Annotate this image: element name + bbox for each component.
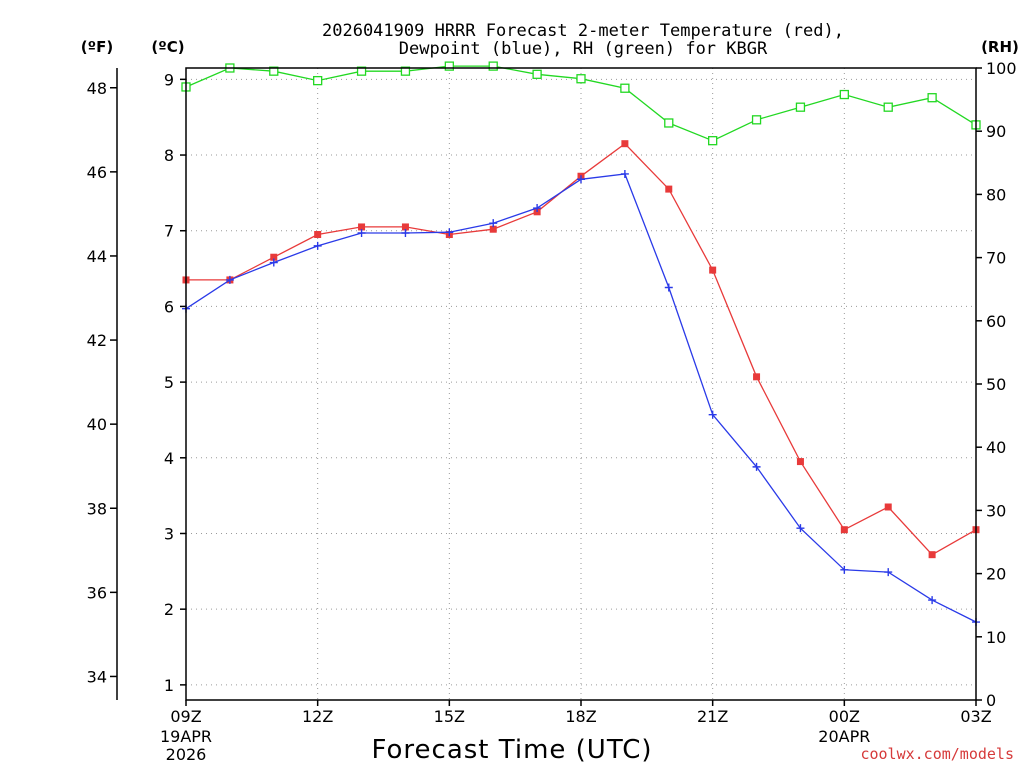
rh-point: [664, 118, 674, 128]
celsius-tick-label: 5: [164, 373, 174, 392]
dewpoint-point: [445, 228, 454, 237]
dewpoint-point: [664, 283, 673, 292]
rh-point: [576, 74, 586, 84]
x-tick-date-label: 19APR: [160, 727, 212, 746]
celsius-axis: 1 2 3 4 5 6 7 8 9: [164, 70, 186, 695]
rh-axis: 0 10 20 30 40 50 60 70 80 90 100: [976, 59, 1017, 710]
rh-point: [356, 66, 367, 76]
celsius-tick-label: 2: [164, 600, 174, 619]
dewpoint-point: [225, 275, 234, 284]
rh-point: [269, 66, 279, 76]
temperature-point: [314, 231, 322, 239]
plot-frame: [185, 67, 977, 701]
fahrenheit-axis-label: (ºF): [81, 38, 113, 56]
temperature-point: [358, 223, 366, 231]
rh-point: [444, 61, 454, 71]
celsius-tick-label: 6: [164, 297, 174, 316]
temperature-point: [709, 266, 717, 274]
celsius-tick-label: 7: [164, 222, 174, 241]
dewpoint-point: [928, 596, 937, 605]
rh-point: [313, 75, 323, 86]
rh-tick-label: 40: [986, 438, 1006, 457]
x-tick-date-label: 20APR: [818, 727, 870, 746]
dewpoint-point: [357, 229, 366, 238]
fahrenheit-tick-label: 34: [87, 667, 107, 686]
x-tick-label: 15Z: [434, 707, 465, 726]
x-tick-label: 09Z: [170, 707, 201, 726]
rh-point: [839, 89, 849, 100]
dewpoint-point: [269, 258, 278, 267]
series-group: [181, 61, 981, 627]
rh-tick-label: 10: [986, 628, 1006, 647]
celsius-tick-label: 4: [164, 449, 174, 468]
fahrenheit-tick-label: 44: [87, 247, 107, 266]
dewpoint-point: [577, 175, 585, 184]
x-tick-label: 03Z: [960, 707, 991, 726]
temperature-point: [928, 551, 936, 559]
rh-tick-label: 0: [986, 691, 996, 710]
credit-text: coolwx.com/models: [860, 745, 1014, 763]
x-tick-label: 21Z: [697, 707, 728, 726]
temperature-point: [884, 503, 892, 511]
temperature-point: [665, 185, 673, 193]
temperature-point: [796, 458, 804, 466]
rh-tick-label: 100: [986, 59, 1017, 78]
rh-tick-label: 60: [986, 312, 1006, 331]
x-tick-year-label: 2026: [166, 745, 207, 764]
temperature-point: [270, 253, 278, 261]
fahrenheit-tick-label: 36: [87, 583, 107, 602]
dewpoint-point: [796, 524, 805, 533]
rh-tick-label: 70: [986, 249, 1006, 268]
rh-point: [400, 66, 411, 76]
temperature-point: [489, 225, 497, 233]
rh-tick-label: 20: [986, 565, 1006, 584]
chart-title: 2026041909 HRRR Forecast 2-meter Tempera…: [322, 21, 844, 41]
dewpoint-point: [840, 565, 849, 574]
x-tick-label: 18Z: [565, 707, 596, 726]
rh-point: [620, 83, 630, 93]
temperature-point: [753, 373, 761, 381]
temperature-point: [401, 223, 409, 231]
rh-point: [927, 93, 937, 103]
celsius-tick-label: 1: [164, 676, 174, 695]
x-axis-title: Forecast Time (UTC): [371, 735, 652, 765]
dewpoint-point: [620, 169, 629, 178]
dewpoint-point: [752, 462, 761, 471]
celsius-tick-label: 9: [164, 70, 174, 89]
fahrenheit-tick-label: 48: [87, 79, 107, 98]
dewpoint-point: [884, 568, 893, 577]
dewpoint-point: [401, 229, 410, 238]
rh-point: [795, 102, 806, 112]
dewpoint-point: [313, 241, 322, 250]
x-tick-label: 12Z: [302, 707, 333, 726]
fahrenheit-tick-label: 42: [87, 331, 107, 350]
rh-point: [708, 136, 718, 146]
rh-point: [488, 61, 498, 71]
rh-axis-label: (RH): [981, 38, 1019, 56]
temperature-point: [840, 526, 848, 534]
rh-point: [751, 115, 762, 125]
rh-tick-label: 90: [986, 122, 1006, 141]
rh-tick-label: 50: [986, 375, 1006, 394]
celsius-axis-label: (ºC): [151, 38, 184, 56]
celsius-tick-label: 8: [164, 146, 174, 165]
dewpoint-point: [489, 219, 498, 228]
fahrenheit-tick-label: 38: [87, 499, 107, 518]
rh-point: [883, 102, 893, 112]
x-tick-label: 00Z: [829, 707, 860, 726]
rh-tick-label: 30: [986, 501, 1006, 520]
fahrenheit-tick-label: 40: [87, 415, 107, 434]
rh-point: [532, 69, 542, 79]
rh-tick-label: 80: [986, 185, 1006, 204]
dewpoint-point: [708, 410, 717, 419]
celsius-tick-label: 3: [164, 524, 174, 543]
fahrenheit-tick-label: 46: [87, 163, 107, 182]
temperature-point: [621, 140, 629, 148]
fahrenheit-axis: 34 36 38 40 42 44 46 48: [87, 68, 118, 700]
dewpoint-point: [533, 204, 542, 213]
grid-lines: [185, 68, 977, 700]
chart-subtitle: Dewpoint (blue), RH (green) for KBGR: [399, 39, 768, 59]
